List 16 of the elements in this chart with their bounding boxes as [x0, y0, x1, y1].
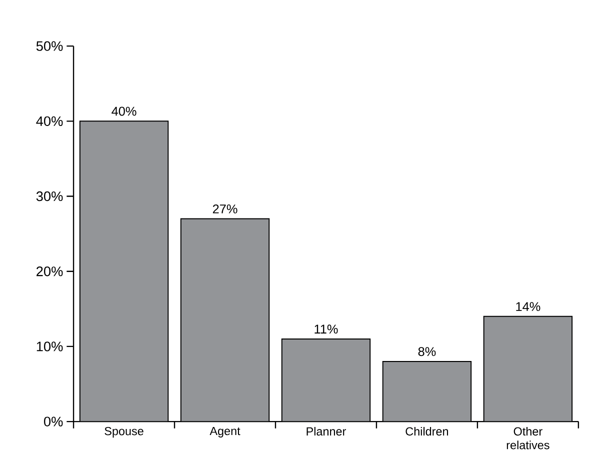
x-tick-label: Children — [406, 427, 448, 436]
x-tick-label: Agent — [210, 427, 240, 438]
y-tick-label: 30% — [36, 192, 63, 202]
x-tick-label: Other relatives — [506, 427, 550, 450]
y-tick-label: 10% — [36, 342, 63, 352]
y-tick-label: 40% — [36, 116, 63, 126]
data-label: 40% — [112, 107, 136, 116]
y-tick-label: 50% — [36, 41, 63, 52]
data-label: 27% — [212, 204, 238, 214]
x-tick-label: Spouse — [104, 427, 144, 438]
y-tick-label: 20% — [36, 266, 63, 276]
y-tick-label: 0% — [44, 416, 63, 427]
data-label: 8% — [418, 347, 436, 356]
x-tick-label: Planner — [306, 427, 346, 436]
data-label: 11% — [314, 324, 338, 334]
data-label: 14% — [516, 302, 540, 312]
